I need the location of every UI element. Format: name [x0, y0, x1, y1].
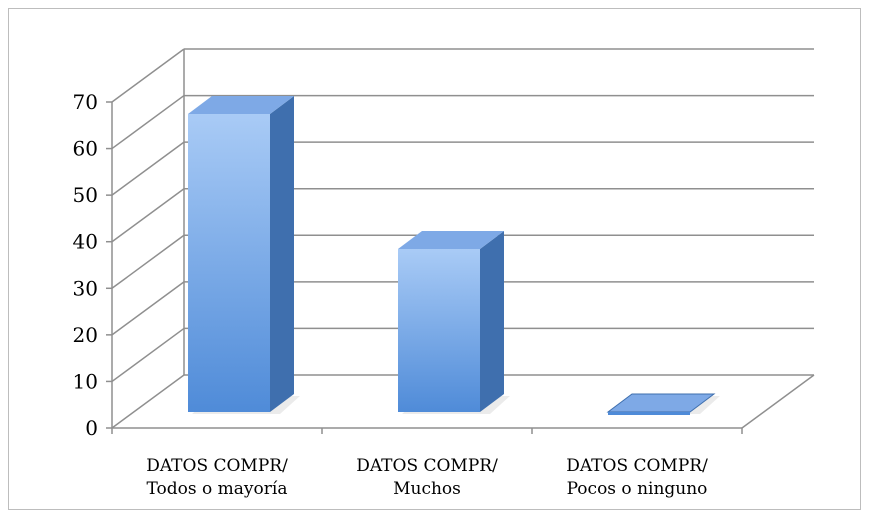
- y-tick-label: 30: [73, 276, 98, 300]
- label-layer: 0 10 20 30 40 50 60 70 DATOS COMPR/Todos o mayor…: [73, 90, 709, 499]
- gridline-side: [111, 141, 185, 196]
- gridline-side: [111, 48, 185, 103]
- x-tick-label: DATOS COMPR/: [566, 456, 708, 476]
- x-tick-label: Pocos o ninguno: [567, 479, 708, 499]
- axis-layer: [106, 49, 815, 434]
- bar-front: [608, 412, 690, 415]
- bar-layer: [188, 95, 720, 415]
- gridline-side: [111, 327, 185, 383]
- y-tick-label: 20: [73, 323, 98, 347]
- x-tick-label: DATOS COMPR/: [356, 456, 498, 476]
- gridline-side: [111, 188, 185, 243]
- bar-front: [188, 113, 270, 412]
- y-tick-label: 50: [73, 183, 98, 207]
- x-tick-label: DATOS COMPR/: [146, 456, 288, 476]
- gridline-side: [111, 94, 185, 150]
- y-tick-label: 0: [85, 416, 98, 440]
- y-tick-label: 40: [73, 230, 98, 254]
- y-tick-label: 60: [73, 137, 98, 161]
- gridline-side: [111, 281, 185, 336]
- x-tick-label: Muchos: [393, 479, 461, 499]
- y-tick-label: 70: [73, 90, 98, 114]
- bar: [398, 231, 510, 414]
- bar-top: [188, 95, 294, 114]
- bar: [606, 393, 720, 415]
- x-tick-label: Todos o mayoría: [147, 479, 288, 499]
- bar-side: [270, 95, 294, 412]
- bar-side: [480, 231, 504, 412]
- gridline-side: [111, 374, 185, 429]
- y-tick-label: 10: [73, 369, 98, 393]
- gridline-side: [111, 234, 185, 289]
- floor-right-edge: [741, 374, 815, 429]
- bar-front: [398, 249, 480, 412]
- bar-top: [398, 231, 504, 249]
- bar: [188, 95, 300, 414]
